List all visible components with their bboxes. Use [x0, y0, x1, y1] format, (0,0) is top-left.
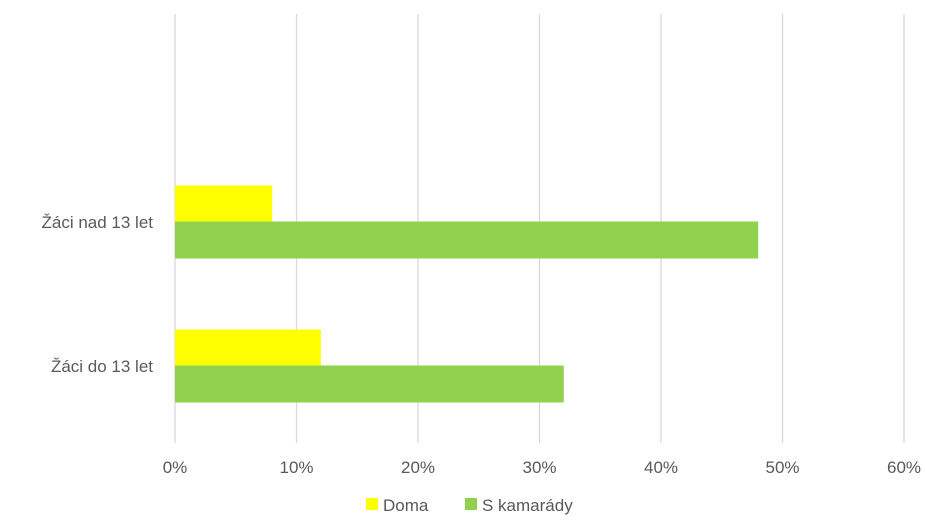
x-tick-label: 10%	[279, 458, 313, 477]
bar-s-kamarady-nad-13	[175, 221, 759, 259]
legend: Doma S kamarády	[366, 496, 573, 515]
legend-swatch-doma	[366, 498, 378, 510]
x-tick-label: 60%	[887, 458, 921, 477]
x-axis-ticks: 0% 10% 20% 30% 40% 50% 60%	[163, 458, 921, 477]
category-label: Žáci nad 13 let	[41, 213, 153, 232]
x-tick-label: 30%	[522, 458, 556, 477]
x-tick-label: 40%	[644, 458, 678, 477]
category-label: Žáci do 13 let	[51, 357, 153, 376]
bar-doma-nad-13	[175, 185, 273, 223]
legend-label-doma: Doma	[383, 496, 429, 515]
x-tick-label: 20%	[401, 458, 435, 477]
legend-label-s-kamarady: S kamarády	[482, 496, 573, 515]
y-axis-categories: Žáci nad 13 let Žáci do 13 let	[41, 213, 153, 376]
x-tick-label: 0%	[163, 458, 188, 477]
legend-swatch-s-kamarady	[465, 498, 477, 510]
x-tick-label: 50%	[765, 458, 799, 477]
bar-doma-do-13	[175, 329, 321, 367]
bars	[175, 185, 759, 403]
bar-s-kamarady-do-13	[175, 365, 564, 403]
